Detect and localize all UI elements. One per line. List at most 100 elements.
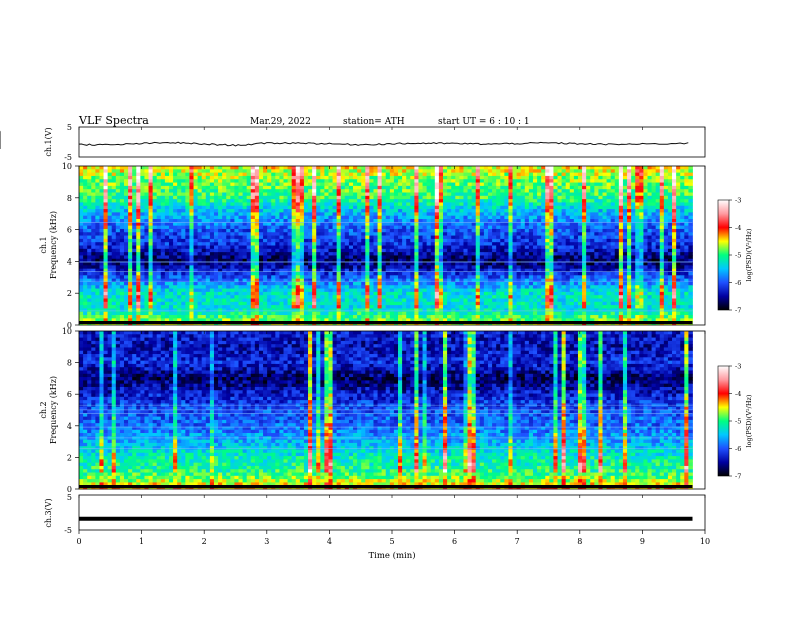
ch1-spectrogram-cell: [349, 183, 353, 187]
ch1-spectrogram-cell: [308, 193, 312, 197]
ch1-spectrogram-cell: [660, 232, 664, 236]
ch1-spectrogram-cell: [410, 183, 414, 187]
ch1-spectrogram-cell: [214, 232, 218, 236]
ch1-spectrogram-cell: [394, 212, 398, 216]
ch1-spectrogram-cell: [333, 199, 337, 203]
ch1-spectrogram-cell: [574, 249, 578, 253]
ch1-spectrogram-cell: [361, 219, 365, 223]
ch1-spectrogram-cell: [116, 226, 120, 230]
ch1-spectrogram-cell: [275, 255, 279, 259]
ch1-spectrogram-cell: [410, 265, 414, 269]
ch1-spectrogram-cell: [206, 189, 210, 193]
ch1-spectrogram-cell: [603, 262, 607, 266]
ch1-spectrogram-cell: [406, 206, 410, 210]
ch1-spectrogram-cell: [578, 202, 582, 206]
ch1-spectrogram-cell: [243, 199, 247, 203]
ch1-spectrogram-cell: [108, 189, 112, 193]
ch1-spectrogram-cell: [149, 249, 153, 253]
ch1-spectrogram-cell: [365, 246, 369, 250]
ch1-spectrogram-cell: [402, 216, 406, 220]
ch1-spectrogram-cell: [537, 212, 541, 216]
ch1-spectrogram-cell: [664, 202, 668, 206]
ch1-spectrogram-cell: [337, 179, 341, 183]
ch1-spectrogram-cell: [124, 183, 128, 187]
ch1-spectrogram-cell: [181, 209, 185, 213]
ch1-spectrogram-cell: [545, 176, 549, 180]
ch1-spectrogram-cell: [647, 255, 651, 259]
ch1-spectrogram-cell: [468, 176, 472, 180]
ch1-spectrogram-cell: [504, 255, 508, 259]
ch1-spectrogram-cell: [414, 196, 418, 200]
ch1-spectrogram-cell: [87, 166, 91, 170]
ch1-spectrogram-cell: [341, 246, 345, 250]
ch1-spectrogram-cell: [296, 236, 300, 240]
ch1-spectrogram-cell: [414, 226, 418, 230]
ch1-spectrogram-cell: [660, 196, 664, 200]
ch1-spectrogram-cell: [320, 202, 324, 206]
ch1-spectrogram-cell: [668, 202, 672, 206]
ch1-spectrogram-cell: [275, 239, 279, 243]
ch1-spectrogram-cell: [177, 229, 181, 233]
ch1-spectrogram-cell: [206, 176, 210, 180]
ch1-spectrogram-cell: [87, 252, 91, 256]
ch1-spectrogram-cell: [349, 179, 353, 183]
ch1-spectrogram-cell: [320, 255, 324, 259]
ch1-spectrogram-cell: [537, 249, 541, 253]
ch1-spectrogram-cell: [288, 236, 292, 240]
ch1-spectrogram-cell: [427, 193, 431, 197]
ch1-spectrogram-cell: [177, 272, 181, 276]
ch1-spectrogram-cell: [259, 229, 263, 233]
ch1-spectrogram-cell: [439, 239, 443, 243]
ch1-spectrogram-cell: [558, 246, 562, 250]
ch1-spectrogram-cell: [508, 189, 512, 193]
ch1-spectrogram-cell: [586, 179, 590, 183]
ch1-spectrogram-cell: [349, 212, 353, 216]
ch1-spectrogram-cell: [525, 189, 529, 193]
ch1-spectrogram-cell: [369, 232, 373, 236]
ch1-spectrogram-cell: [611, 173, 615, 177]
ch1-spectrogram-cell: [517, 196, 521, 200]
ch1-spectrogram-cell: [668, 249, 672, 253]
ch1-spectrogram-cell: [574, 262, 578, 266]
ch1-spectrogram-cell: [283, 189, 287, 193]
ch1-spectrogram-cell: [373, 229, 377, 233]
ch1-spectrogram-cell: [455, 232, 459, 236]
ch1-spectrogram-cell: [153, 209, 157, 213]
ch1-spectrogram-cell: [218, 183, 222, 187]
ch1-spectrogram-cell: [104, 229, 108, 233]
ch1-spectrogram-cell: [320, 216, 324, 220]
ch1-spectrogram-cell: [656, 183, 660, 187]
ch1-spectrogram-cell: [406, 193, 410, 197]
ch1-spectrogram-cell: [684, 226, 688, 230]
ch1-spectrogram-cell: [304, 219, 308, 223]
ch1-spectrogram-cell: [488, 219, 492, 223]
ch1-spectrogram-cell: [116, 252, 120, 256]
ch1-spectrogram-cell: [104, 246, 108, 250]
ch1-spectrogram-cell: [99, 246, 103, 250]
ch1-spectrogram-cell: [83, 212, 87, 216]
ch1-spectrogram-cell: [357, 193, 361, 197]
ch1-spectrogram-cell: [283, 242, 287, 246]
ch1-spectrogram-cell: [533, 226, 537, 230]
ch1-spectrogram-cell: [263, 229, 267, 233]
ch1-spectrogram-cell: [378, 212, 382, 216]
ch1-spectrogram-cell: [508, 179, 512, 183]
ch1-spectrogram-cell: [484, 176, 488, 180]
ch1-spectrogram-cell: [390, 183, 394, 187]
ch1-spectrogram-cell: [328, 183, 332, 187]
ch1-spectrogram-cell: [611, 189, 615, 193]
ch1-spectrogram-cell: [684, 265, 688, 269]
ch1-spectrogram-cell: [218, 226, 222, 230]
ch1-spectrogram-cell: [275, 262, 279, 266]
ch1-spectrogram-cell: [459, 229, 463, 233]
ch1-spectrogram-cell: [435, 193, 439, 197]
ch1-spectrogram-cell: [108, 236, 112, 240]
ch1-spectrogram-cell: [99, 236, 103, 240]
ch1-spectrogram-cell: [108, 166, 112, 170]
ch1-spectrogram-cell: [635, 236, 639, 240]
ch1-spectrogram-cell: [132, 176, 136, 180]
ch1-spectrogram-cell: [533, 183, 537, 187]
ch1-spectrogram-cell: [468, 199, 472, 203]
ch1-spectrogram-cell: [181, 246, 185, 250]
ch1-spectrogram-cell: [288, 179, 292, 183]
